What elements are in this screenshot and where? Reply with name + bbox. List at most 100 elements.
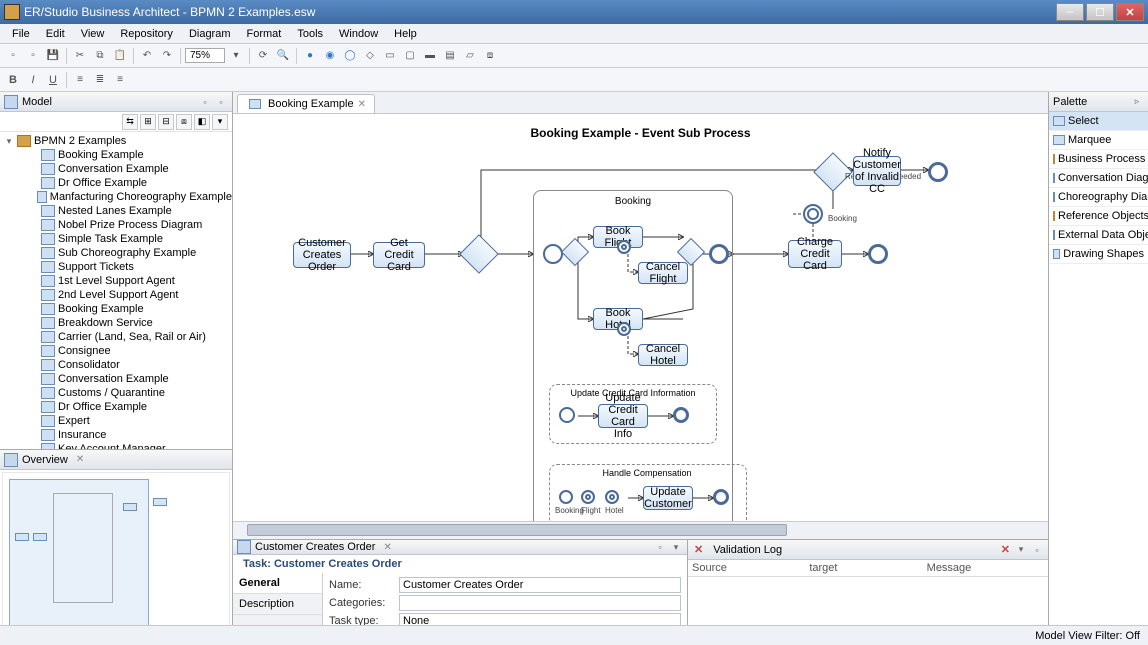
palette-item[interactable]: Select — [1049, 112, 1148, 131]
menu-view[interactable]: View — [73, 26, 113, 42]
menu-diagram[interactable]: Diagram — [181, 26, 239, 42]
menu-window[interactable]: Window — [331, 26, 386, 42]
tree-btn-5[interactable]: ◧ — [194, 114, 210, 130]
task-customer-creates-order[interactable]: Customer Creates Order — [293, 242, 351, 268]
overview-close-icon[interactable]: ✕ — [76, 454, 84, 465]
tree-item[interactable]: Breakdown Service — [0, 316, 232, 330]
palette-item[interactable]: Conversation Diagr... — [1049, 169, 1148, 188]
data-icon[interactable]: ▱ — [461, 47, 479, 65]
tree-btn-3[interactable]: ⊟ — [158, 114, 174, 130]
menu-format[interactable]: Format — [239, 26, 290, 42]
minimize-button[interactable]: – — [1056, 3, 1084, 21]
tree-item[interactable]: Key Account Manager — [0, 442, 232, 449]
prop-tab-description[interactable]: Description — [233, 594, 322, 615]
palette-collapse-icon[interactable]: ▹ — [1130, 95, 1144, 109]
horizontal-scrollbar[interactable] — [233, 521, 1048, 539]
overview-canvas[interactable] — [2, 472, 230, 627]
search-icon[interactable]: 🔍 — [274, 47, 292, 65]
tree-root[interactable]: ▾ BPMN 2 Examples — [0, 134, 232, 148]
underline-icon[interactable]: U — [44, 71, 62, 89]
validation-menu-icon[interactable]: ▾ — [1014, 543, 1028, 557]
event-boundary-flight[interactable] — [617, 240, 631, 254]
save-icon[interactable]: 💾 — [44, 47, 62, 65]
tree-item[interactable]: Consignee — [0, 344, 232, 358]
tree-item[interactable]: Customs / Quarantine — [0, 386, 232, 400]
copy-icon[interactable]: ⧉ — [91, 47, 109, 65]
tree-item[interactable]: Dr Office Example — [0, 400, 232, 414]
align-left-icon[interactable]: ≡ — [71, 71, 89, 89]
menu-help[interactable]: Help — [386, 26, 425, 42]
gateway-icon[interactable]: ◇ — [361, 47, 379, 65]
paste-icon[interactable]: 📋 — [111, 47, 129, 65]
tree-btn-1[interactable]: ⇆ — [122, 114, 138, 130]
event-boundary-booking[interactable] — [803, 204, 823, 224]
validation-col-source[interactable]: Source — [692, 562, 809, 574]
tree-item[interactable]: Nested Lanes Example — [0, 204, 232, 218]
tree-item[interactable]: Support Tickets — [0, 260, 232, 274]
tree-btn-2[interactable]: ⊞ — [140, 114, 156, 130]
tree-item[interactable]: Conversation Example — [0, 372, 232, 386]
zoom-dropdown-icon[interactable]: ▾ — [227, 47, 245, 65]
palette-item[interactable]: Marquee — [1049, 131, 1148, 150]
panel-min-icon[interactable]: ▫ — [198, 95, 212, 109]
event-end-top[interactable] — [928, 162, 948, 182]
event-booking-start[interactable] — [543, 244, 563, 264]
tree-btn-4[interactable]: ⧈ — [176, 114, 192, 130]
editor-tab-close-icon[interactable]: ✕ — [358, 99, 366, 110]
cut-icon[interactable]: ✂ — [71, 47, 89, 65]
italic-icon[interactable]: I — [24, 71, 42, 89]
event-comp-booking[interactable] — [559, 490, 573, 504]
prop-tab-general[interactable]: General — [233, 573, 322, 594]
maximize-button[interactable]: ☐ — [1086, 3, 1114, 21]
tree-item[interactable]: Booking Example — [0, 148, 232, 162]
close-button[interactable]: ✕ — [1116, 3, 1144, 21]
task-cancel-hotel[interactable]: Cancel Hotel — [638, 344, 688, 366]
undo-icon[interactable]: ↶ — [138, 47, 156, 65]
align-center-icon[interactable]: ≣ — [91, 71, 109, 89]
pool-icon[interactable]: ▬ — [421, 47, 439, 65]
zoom-combo[interactable]: 75% — [185, 48, 225, 63]
validation-close-icon[interactable]: ✕ — [999, 543, 1012, 557]
event-updatecc-start[interactable] — [559, 407, 575, 423]
tree-item[interactable]: Dr Office Example — [0, 176, 232, 190]
props-max-icon[interactable]: ▫ — [653, 540, 667, 554]
tree-item[interactable]: Expert — [0, 414, 232, 428]
props-menu-icon[interactable]: ▾ — [669, 540, 683, 554]
palette-item[interactable]: External Data Obje... — [1049, 226, 1148, 245]
menu-tools[interactable]: Tools — [289, 26, 331, 42]
task-charge-credit-card[interactable]: Charge Credit Card — [788, 240, 842, 268]
event-intermediate-icon[interactable]: ◉ — [321, 47, 339, 65]
tree-item[interactable]: Simple Task Example — [0, 232, 232, 246]
palette-item[interactable]: Reference Objects — [1049, 207, 1148, 226]
event-comp-flight[interactable] — [581, 490, 595, 504]
validation-col-target[interactable]: target — [809, 562, 926, 574]
tree-item[interactable]: Sub Choreography Example — [0, 246, 232, 260]
editor-tab[interactable]: Booking Example ✕ — [237, 94, 375, 113]
task-update-customer[interactable]: Update Customer — [643, 486, 693, 510]
open-icon[interactable]: ▫ — [24, 47, 42, 65]
event-start-icon[interactable]: ● — [301, 47, 319, 65]
lane-icon[interactable]: ▤ — [441, 47, 459, 65]
task-update-cc-info[interactable]: Update Credit Card Info — [598, 404, 648, 428]
task-icon[interactable]: ▭ — [381, 47, 399, 65]
menu-repository[interactable]: Repository — [112, 26, 181, 42]
tree-item[interactable]: 2nd Level Support Agent — [0, 288, 232, 302]
tree-item[interactable]: 1st Level Support Agent — [0, 274, 232, 288]
event-booking-end[interactable] — [709, 244, 729, 264]
event-end-main[interactable] — [868, 244, 888, 264]
align-right-icon[interactable]: ≡ — [111, 71, 129, 89]
bold-icon[interactable]: B — [4, 71, 22, 89]
task-get-credit-card[interactable]: Get Credit Card — [373, 242, 425, 268]
tree-item[interactable]: Consolidator — [0, 358, 232, 372]
event-comp-hotel[interactable] — [605, 490, 619, 504]
tree-btn-6[interactable]: ▾ — [212, 114, 228, 130]
refresh-icon[interactable]: ⟳ — [254, 47, 272, 65]
gateway-1[interactable] — [459, 234, 499, 274]
tree-item[interactable]: Carrier (Land, Sea, Rail or Air) — [0, 330, 232, 344]
validation-col-message[interactable]: Message — [927, 562, 1044, 574]
tree-item[interactable]: Insurance — [0, 428, 232, 442]
task-notify-invalid-cc[interactable]: Notify Customer of Invalid CC — [853, 156, 901, 186]
new-icon[interactable]: ▫ — [4, 47, 22, 65]
tree-item[interactable]: Manfacturing Choreography Example — [0, 190, 232, 204]
event-updatecc-end[interactable] — [673, 407, 689, 423]
